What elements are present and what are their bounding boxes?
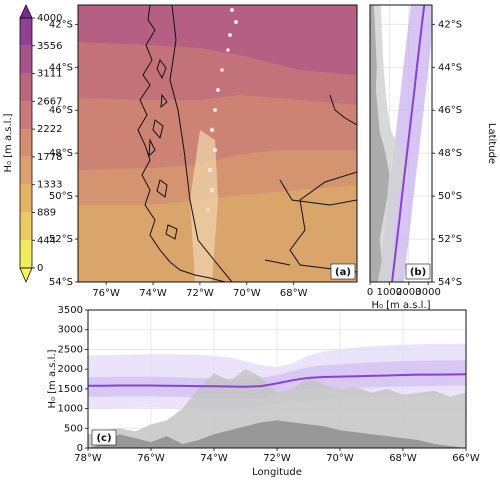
terrain-mean-area [370, 5, 390, 282]
y-axis-label: Latitude [486, 123, 497, 164]
mean-line [391, 4, 426, 283]
colorbar-tick-label: 3556 [37, 41, 62, 52]
x-tick-label: 76°W [92, 288, 120, 299]
colorbar-tick-label: 1778 [37, 152, 62, 163]
y-tick-label: 44°S [49, 62, 73, 73]
terrain-mean-area [88, 420, 466, 448]
panel-label-box [91, 429, 117, 446]
y-tick-label: 2500 [58, 344, 83, 355]
y-tick-label: 500 [64, 423, 83, 434]
x-tick-label: 74°W [200, 453, 228, 464]
y-tick-label: 3500 [58, 305, 83, 316]
x-tick-label: 66°W [452, 453, 480, 464]
colorbar-tick-label: 2222 [37, 124, 62, 135]
colorbar-tick-label: 1333 [37, 180, 62, 191]
x-axis-label: H₀ [m a.s.l.] [371, 300, 430, 311]
panel-label-box [405, 263, 431, 280]
colorbar-segment [20, 129, 32, 157]
y-tick-label: 52°S [49, 234, 73, 245]
y-tick-label: 1000 [58, 404, 83, 415]
colorbar-segment [20, 18, 32, 46]
colorbar-tick-label: 3111 [37, 69, 62, 80]
colorbar-segment [20, 156, 32, 185]
y-tick-label: 50°S [438, 191, 462, 202]
x-tick-label: 1000 [377, 287, 402, 298]
colorbar-frame [19, 17, 33, 269]
y-tick-label: 42°S [438, 19, 462, 30]
y-tick-label: 2000 [58, 364, 83, 375]
y-tick-label: 54°S [438, 277, 462, 288]
x-tick-label: 70°W [233, 288, 261, 299]
x-tick-label: 72°W [263, 453, 291, 464]
x-axis-label: Longitude [252, 467, 302, 478]
y-tick-label: 48°S [438, 148, 462, 159]
y-tick-label: 50°S [49, 191, 73, 202]
y-tick-label: 0 [77, 443, 83, 454]
y-axis-label: H₀ [m a.s.l.] [47, 349, 58, 408]
x-tick-label: 74°W [139, 288, 167, 299]
x-tick-label: 3000 [415, 287, 440, 298]
colorbar-segment [20, 212, 32, 241]
colorbar-extend-top [19, 4, 33, 19]
x-tick-label: 68°W [280, 288, 308, 299]
y-tick-label: 42°S [49, 19, 73, 30]
map-frame [77, 4, 358, 283]
colorbar-label: H₀ [m a.s.l.] [3, 113, 14, 172]
colorbar-segment [20, 45, 32, 74]
colorbar-segment [20, 101, 32, 130]
plot-frame [87, 309, 467, 449]
panel-label: (c) [96, 433, 111, 444]
x-tick-label: 2000 [396, 287, 421, 298]
colorbar-tick-label: 0 [37, 263, 43, 274]
panel-label: (b) [410, 267, 426, 278]
band-inner [88, 360, 466, 399]
plot-frame [369, 4, 433, 283]
y-tick-label: 1500 [58, 384, 83, 395]
colorbar-tick-label: 444 [37, 235, 56, 246]
colorbar-tick-label: 4000 [37, 13, 62, 24]
x-tick-label: 76°W [137, 453, 165, 464]
mean-line [88, 373, 467, 388]
y-tick-label: 52°S [438, 234, 462, 245]
y-tick-label: 46°S [49, 105, 73, 116]
y-tick-label: 48°S [49, 148, 73, 159]
colorbar-extend-bottom [19, 267, 33, 284]
x-tick-label: 0 [367, 287, 373, 298]
colorbar-segment [20, 73, 32, 102]
colorbar-tick-label: 889 [37, 207, 56, 218]
y-tick-label: 44°S [438, 62, 462, 73]
colorbar-segment [20, 240, 32, 268]
y-tick-label: 3000 [58, 325, 83, 336]
terrain-max-area [88, 369, 466, 448]
y-tick-label: 46°S [438, 105, 462, 116]
colorbar-tick-label: 2667 [37, 96, 62, 107]
x-tick-label: 68°W [389, 453, 417, 464]
y-tick-label: 54°S [49, 277, 73, 288]
x-tick-label: 70°W [326, 453, 354, 464]
colorbar-segment [20, 184, 32, 213]
x-tick-label: 72°W [186, 288, 214, 299]
x-tick-label: 78°W [74, 453, 102, 464]
panel-label-box [330, 263, 356, 280]
panel-label: (a) [335, 267, 351, 278]
map-background [78, 5, 357, 282]
